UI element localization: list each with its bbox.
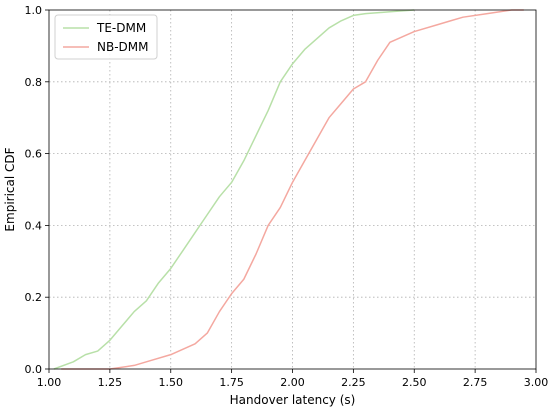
x-tick-label: 1.75	[219, 376, 244, 389]
x-tick-label: 1.25	[98, 376, 123, 389]
x-tick-label: 2.25	[341, 376, 366, 389]
y-tick-label: 0.0	[25, 363, 43, 376]
x-tick-label: 2.50	[402, 376, 427, 389]
series-line-te-dmm	[53, 9, 415, 370]
x-tick-label: 1.50	[159, 376, 184, 389]
legend: TE-DMM NB-DMM	[54, 14, 158, 60]
series-layer	[53, 9, 524, 370]
series-line-nb-dmm	[61, 9, 524, 370]
ticks: 1.00 1.25 1.50 1.75 2.00 2.25 2.50 2.75 3.00 0.0 0…	[25, 4, 549, 389]
x-tick-label: 2.00	[280, 376, 305, 389]
y-tick-label: 0.8	[25, 76, 43, 89]
y-axis-label: Empirical CDF	[3, 147, 17, 231]
legend-label-nb-dmm: NB-DMM	[97, 40, 149, 54]
x-tick-label: 2.75	[463, 376, 488, 389]
y-tick-label: 0.2	[25, 291, 43, 304]
legend-box	[54, 14, 158, 60]
x-axis-label: Handover latency (s)	[230, 393, 356, 407]
legend-label-te-dmm: TE-DMM	[96, 21, 146, 35]
y-tick-label: 0.4	[25, 219, 43, 232]
y-tick-label: 0.6	[25, 148, 43, 161]
y-tick-label: 1.0	[25, 4, 43, 17]
grid	[49, 10, 536, 369]
x-tick-label: 1.00	[37, 376, 62, 389]
x-tick-label: 3.00	[524, 376, 549, 389]
